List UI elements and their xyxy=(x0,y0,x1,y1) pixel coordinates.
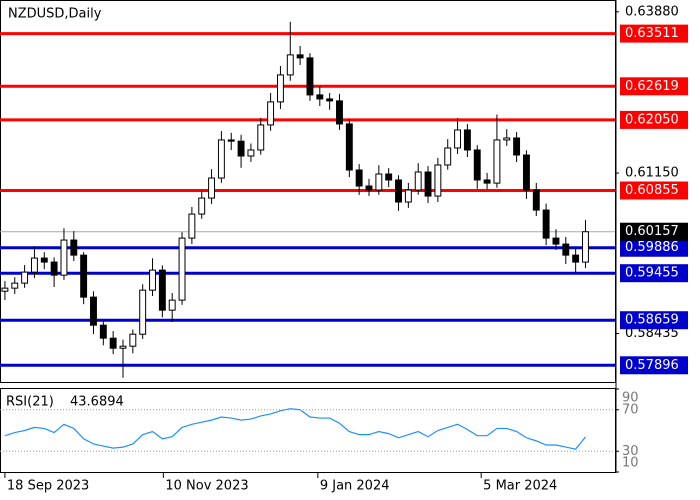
last-price-box xyxy=(620,222,688,241)
candle-body xyxy=(188,213,196,239)
candle-body xyxy=(395,179,402,203)
y-tick-label: 0.61150 xyxy=(625,166,679,181)
level-label: 0.62050 xyxy=(625,112,679,127)
candle-body xyxy=(434,164,442,197)
candle-body xyxy=(365,185,373,191)
candle-body xyxy=(109,337,117,349)
candle-body xyxy=(149,269,156,291)
candle-body xyxy=(562,243,570,256)
x-tick-label: 9 Jan 2024 xyxy=(320,479,390,494)
level-label-box xyxy=(620,24,688,43)
rsi-y-tick-label: 90 xyxy=(622,391,639,406)
candle-body xyxy=(306,57,314,96)
y-tick-label: 0.58435 xyxy=(625,326,679,341)
candle-body xyxy=(168,299,176,311)
level-label: 0.57896 xyxy=(625,358,679,373)
level-label: 0.60855 xyxy=(625,183,679,198)
candle-body xyxy=(158,269,166,311)
candle-body xyxy=(454,129,462,149)
level-label-box xyxy=(620,238,688,257)
candle-body xyxy=(139,289,147,335)
level-label: 0.58659 xyxy=(625,313,679,328)
candle-body xyxy=(276,74,284,103)
candle-body xyxy=(90,296,97,326)
rsi-y-tick-label: 70 xyxy=(622,402,639,417)
candle-body xyxy=(404,189,412,203)
candle-body xyxy=(493,139,501,184)
candle-body xyxy=(532,189,540,211)
candle-body xyxy=(99,324,107,339)
last-price-label: 0.60157 xyxy=(625,224,679,239)
rsi-y-tick-label: 10 xyxy=(622,456,639,471)
rsi-y-tick-label: 30 xyxy=(622,444,639,459)
candle-body xyxy=(473,149,481,181)
axes: 0.63880 0.61150 0.58435 0.63511 0.62619 0.620… xyxy=(0,4,688,494)
candle-body xyxy=(582,231,589,263)
x-tick-label: 5 Mar 2024 xyxy=(483,479,557,494)
rsi-line xyxy=(4,408,586,450)
y-tick-label: 0.63880 xyxy=(625,4,679,19)
candle-body xyxy=(198,197,206,215)
candle-body xyxy=(385,173,393,181)
candle-body xyxy=(80,254,88,298)
candle-body xyxy=(572,254,580,263)
candle-body xyxy=(267,101,275,126)
candle-body xyxy=(552,237,560,245)
candle-body xyxy=(375,173,383,191)
candle-body xyxy=(227,139,235,142)
x-tick-label: 10 Nov 2023 xyxy=(165,479,248,494)
level-label-box xyxy=(620,264,688,283)
candle-body xyxy=(40,257,48,263)
candle-body xyxy=(11,282,19,289)
candle-body xyxy=(326,98,334,102)
chart-title: NZDUSD,Daily xyxy=(8,7,102,22)
candle-body xyxy=(296,54,304,59)
candle-body xyxy=(60,239,68,276)
candle-body xyxy=(355,169,363,187)
level-label: 0.59455 xyxy=(625,266,679,281)
candles xyxy=(1,21,589,450)
candle-body xyxy=(316,94,324,100)
x-tick-label: 18 Sep 2023 xyxy=(7,479,89,494)
candle-body xyxy=(1,287,9,292)
candle-body xyxy=(247,149,255,157)
candle-body xyxy=(178,237,186,301)
candle-body xyxy=(70,239,78,256)
level-label-box xyxy=(620,77,688,96)
candle-body xyxy=(129,333,137,347)
level-label: 0.63511 xyxy=(625,26,679,41)
candle-body xyxy=(336,100,343,125)
level-label: 0.62619 xyxy=(625,79,679,94)
rsi-value: 43.6894 xyxy=(70,395,124,410)
level-label-box xyxy=(620,311,688,330)
candle-body xyxy=(424,171,432,197)
candle-body xyxy=(30,257,38,273)
level-label-box xyxy=(620,181,688,200)
level-label: 0.59886 xyxy=(625,240,679,255)
level-label-box xyxy=(620,356,688,375)
candle-body xyxy=(542,209,550,239)
candle-body xyxy=(286,54,294,76)
candle-body xyxy=(483,179,491,184)
candle-body xyxy=(257,124,265,151)
rsi-name: RSI(21) xyxy=(6,395,54,410)
candle-body xyxy=(513,137,521,156)
candle-body xyxy=(50,261,58,276)
candle-body xyxy=(217,139,225,179)
candle-body xyxy=(503,137,511,141)
candle-body xyxy=(463,129,471,151)
candle-body xyxy=(119,345,127,349)
candle-body xyxy=(522,154,530,191)
candle-body xyxy=(414,171,422,191)
candle-body xyxy=(21,271,29,284)
candle-body xyxy=(444,147,452,166)
candle-body xyxy=(345,123,353,171)
candle-body xyxy=(208,177,216,199)
level-label-box xyxy=(620,110,688,129)
candle-body xyxy=(237,140,245,157)
